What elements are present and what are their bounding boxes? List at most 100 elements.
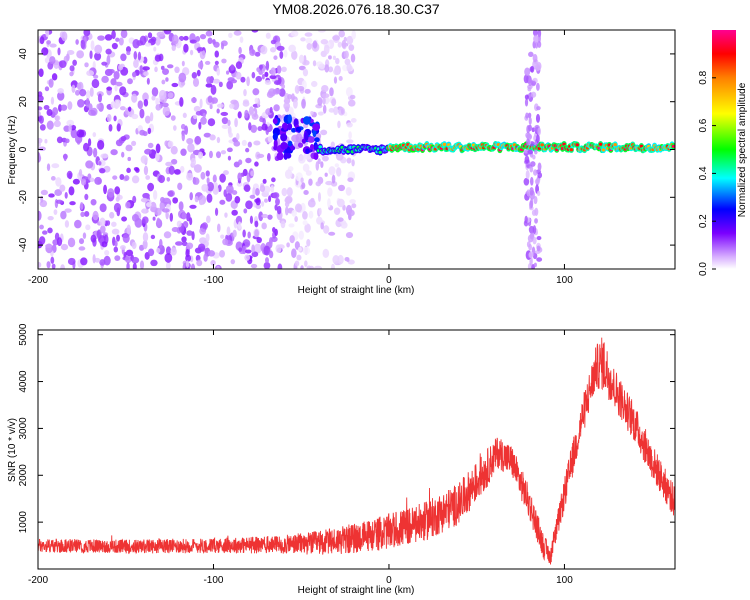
heatmap-cell bbox=[131, 140, 137, 147]
heatmap-xtick-label: -200 bbox=[28, 275, 48, 286]
heatmap-cell bbox=[302, 68, 309, 77]
heatmap-cell bbox=[260, 45, 268, 55]
heatmap-cell bbox=[247, 231, 251, 239]
heatmap-cell bbox=[84, 211, 90, 217]
heatmap-cell bbox=[242, 229, 246, 238]
heatmap-cell bbox=[527, 112, 532, 119]
heatmap-cell bbox=[212, 78, 221, 84]
heatmap-cell bbox=[540, 143, 544, 147]
heatmap-cell bbox=[302, 163, 310, 172]
heatmap-cell bbox=[221, 124, 229, 129]
heatmap-cell bbox=[165, 261, 171, 269]
heatmap-cell bbox=[112, 175, 118, 180]
heatmap-cell bbox=[249, 194, 256, 199]
heatmap-cell bbox=[143, 71, 149, 77]
heatmap-cell bbox=[194, 195, 199, 203]
heatmap-cell bbox=[139, 64, 143, 75]
heatmap-cell bbox=[38, 236, 46, 245]
colorbar-tick-label: 0.6 bbox=[698, 118, 709, 132]
heatmap-cell bbox=[70, 128, 78, 139]
heatmap-cell bbox=[348, 44, 355, 52]
heatmap-cell bbox=[248, 122, 252, 131]
heatmap-cell bbox=[81, 178, 87, 186]
heatmap-cell bbox=[236, 132, 240, 141]
heatmap-cell bbox=[78, 238, 85, 245]
heatmap-cell bbox=[269, 74, 277, 80]
heatmap-cell bbox=[190, 157, 197, 167]
heatmap-cell bbox=[105, 48, 112, 55]
heatmap-cell bbox=[51, 263, 56, 269]
heatmap-cell bbox=[271, 177, 276, 183]
heatmap-cell bbox=[537, 127, 541, 136]
heatmap-cell bbox=[207, 118, 216, 127]
heatmap-cell bbox=[69, 201, 76, 206]
heatmap-cell bbox=[323, 44, 330, 55]
heatmap-cell bbox=[253, 140, 261, 146]
heatmap-cell bbox=[200, 171, 206, 180]
heatmap-cell bbox=[533, 34, 539, 44]
heatmap-cell bbox=[315, 181, 322, 187]
heatmap-cell bbox=[310, 197, 315, 203]
heatmap-cell bbox=[281, 84, 286, 89]
snr-ylabel: SNR (10 * v/v) bbox=[7, 418, 18, 482]
heatmap-cell bbox=[152, 216, 156, 221]
heatmap-cell bbox=[237, 172, 242, 181]
heatmap-cell bbox=[131, 113, 139, 120]
heatmap-ytick-label: -40 bbox=[18, 237, 29, 252]
heatmap-cell bbox=[126, 167, 131, 174]
heatmap-cell bbox=[213, 41, 220, 48]
heatmap-cell bbox=[196, 259, 203, 267]
heatmap-cell bbox=[294, 216, 298, 223]
heatmap-cell bbox=[273, 55, 278, 60]
heatmap-cell bbox=[85, 98, 90, 108]
heatmap-cell bbox=[67, 237, 76, 248]
heatmap-cell bbox=[153, 46, 157, 52]
heatmap-cell bbox=[122, 233, 130, 243]
heatmap-cell bbox=[309, 144, 315, 150]
heatmap-cell bbox=[315, 161, 320, 171]
heatmap-cell bbox=[262, 178, 267, 184]
heatmap-cell bbox=[264, 198, 268, 203]
heatmap-cell bbox=[198, 151, 204, 159]
heatmap-cell bbox=[80, 257, 88, 266]
heatmap-cell bbox=[304, 260, 308, 268]
heatmap-cell bbox=[193, 114, 198, 120]
heatmap-cell bbox=[231, 209, 238, 216]
heatmap-cell bbox=[348, 99, 356, 107]
heatmap-cell bbox=[272, 227, 276, 233]
heatmap-cell bbox=[83, 30, 91, 37]
heatmap-cell bbox=[93, 147, 98, 158]
heatmap-cell bbox=[303, 189, 309, 195]
heatmap-cell bbox=[273, 138, 278, 149]
heatmap-cell bbox=[530, 65, 535, 73]
snr-series-line bbox=[38, 337, 675, 565]
snr-panel: -200 -100 0 100 1000 2000 3000 4000 5000 Height… bbox=[7, 323, 676, 596]
heatmap-cell bbox=[66, 119, 75, 127]
heatmap-cell bbox=[245, 249, 252, 254]
heatmap-cell bbox=[38, 146, 46, 151]
heatmap-cell bbox=[532, 225, 537, 235]
heatmap-cell bbox=[186, 212, 191, 222]
heatmap-cell bbox=[115, 99, 121, 108]
heatmap-cell bbox=[201, 184, 209, 192]
heatmap-cell bbox=[536, 82, 540, 91]
snr-ytick-label: 4000 bbox=[18, 370, 29, 393]
heatmap-cell bbox=[51, 73, 58, 81]
heatmap-cell bbox=[46, 163, 51, 171]
heatmap-cell bbox=[207, 37, 213, 45]
heatmap-cell bbox=[252, 186, 256, 197]
heatmap-cell bbox=[536, 133, 540, 144]
snr-ytick-label: 3000 bbox=[18, 417, 29, 440]
heatmap-cell bbox=[175, 241, 183, 246]
heatmap-cell bbox=[125, 144, 133, 152]
heatmap-cell bbox=[72, 178, 80, 185]
heatmap-cell bbox=[210, 260, 216, 266]
heatmap-cell bbox=[348, 131, 352, 140]
heatmap-cell bbox=[150, 36, 157, 43]
heatmap-cell bbox=[46, 40, 51, 45]
heatmap-cell bbox=[173, 125, 177, 131]
heatmap-cell bbox=[252, 88, 260, 96]
heatmap-cell bbox=[64, 208, 72, 213]
heatmap-cell bbox=[224, 212, 228, 218]
heatmap-cell bbox=[275, 198, 280, 206]
